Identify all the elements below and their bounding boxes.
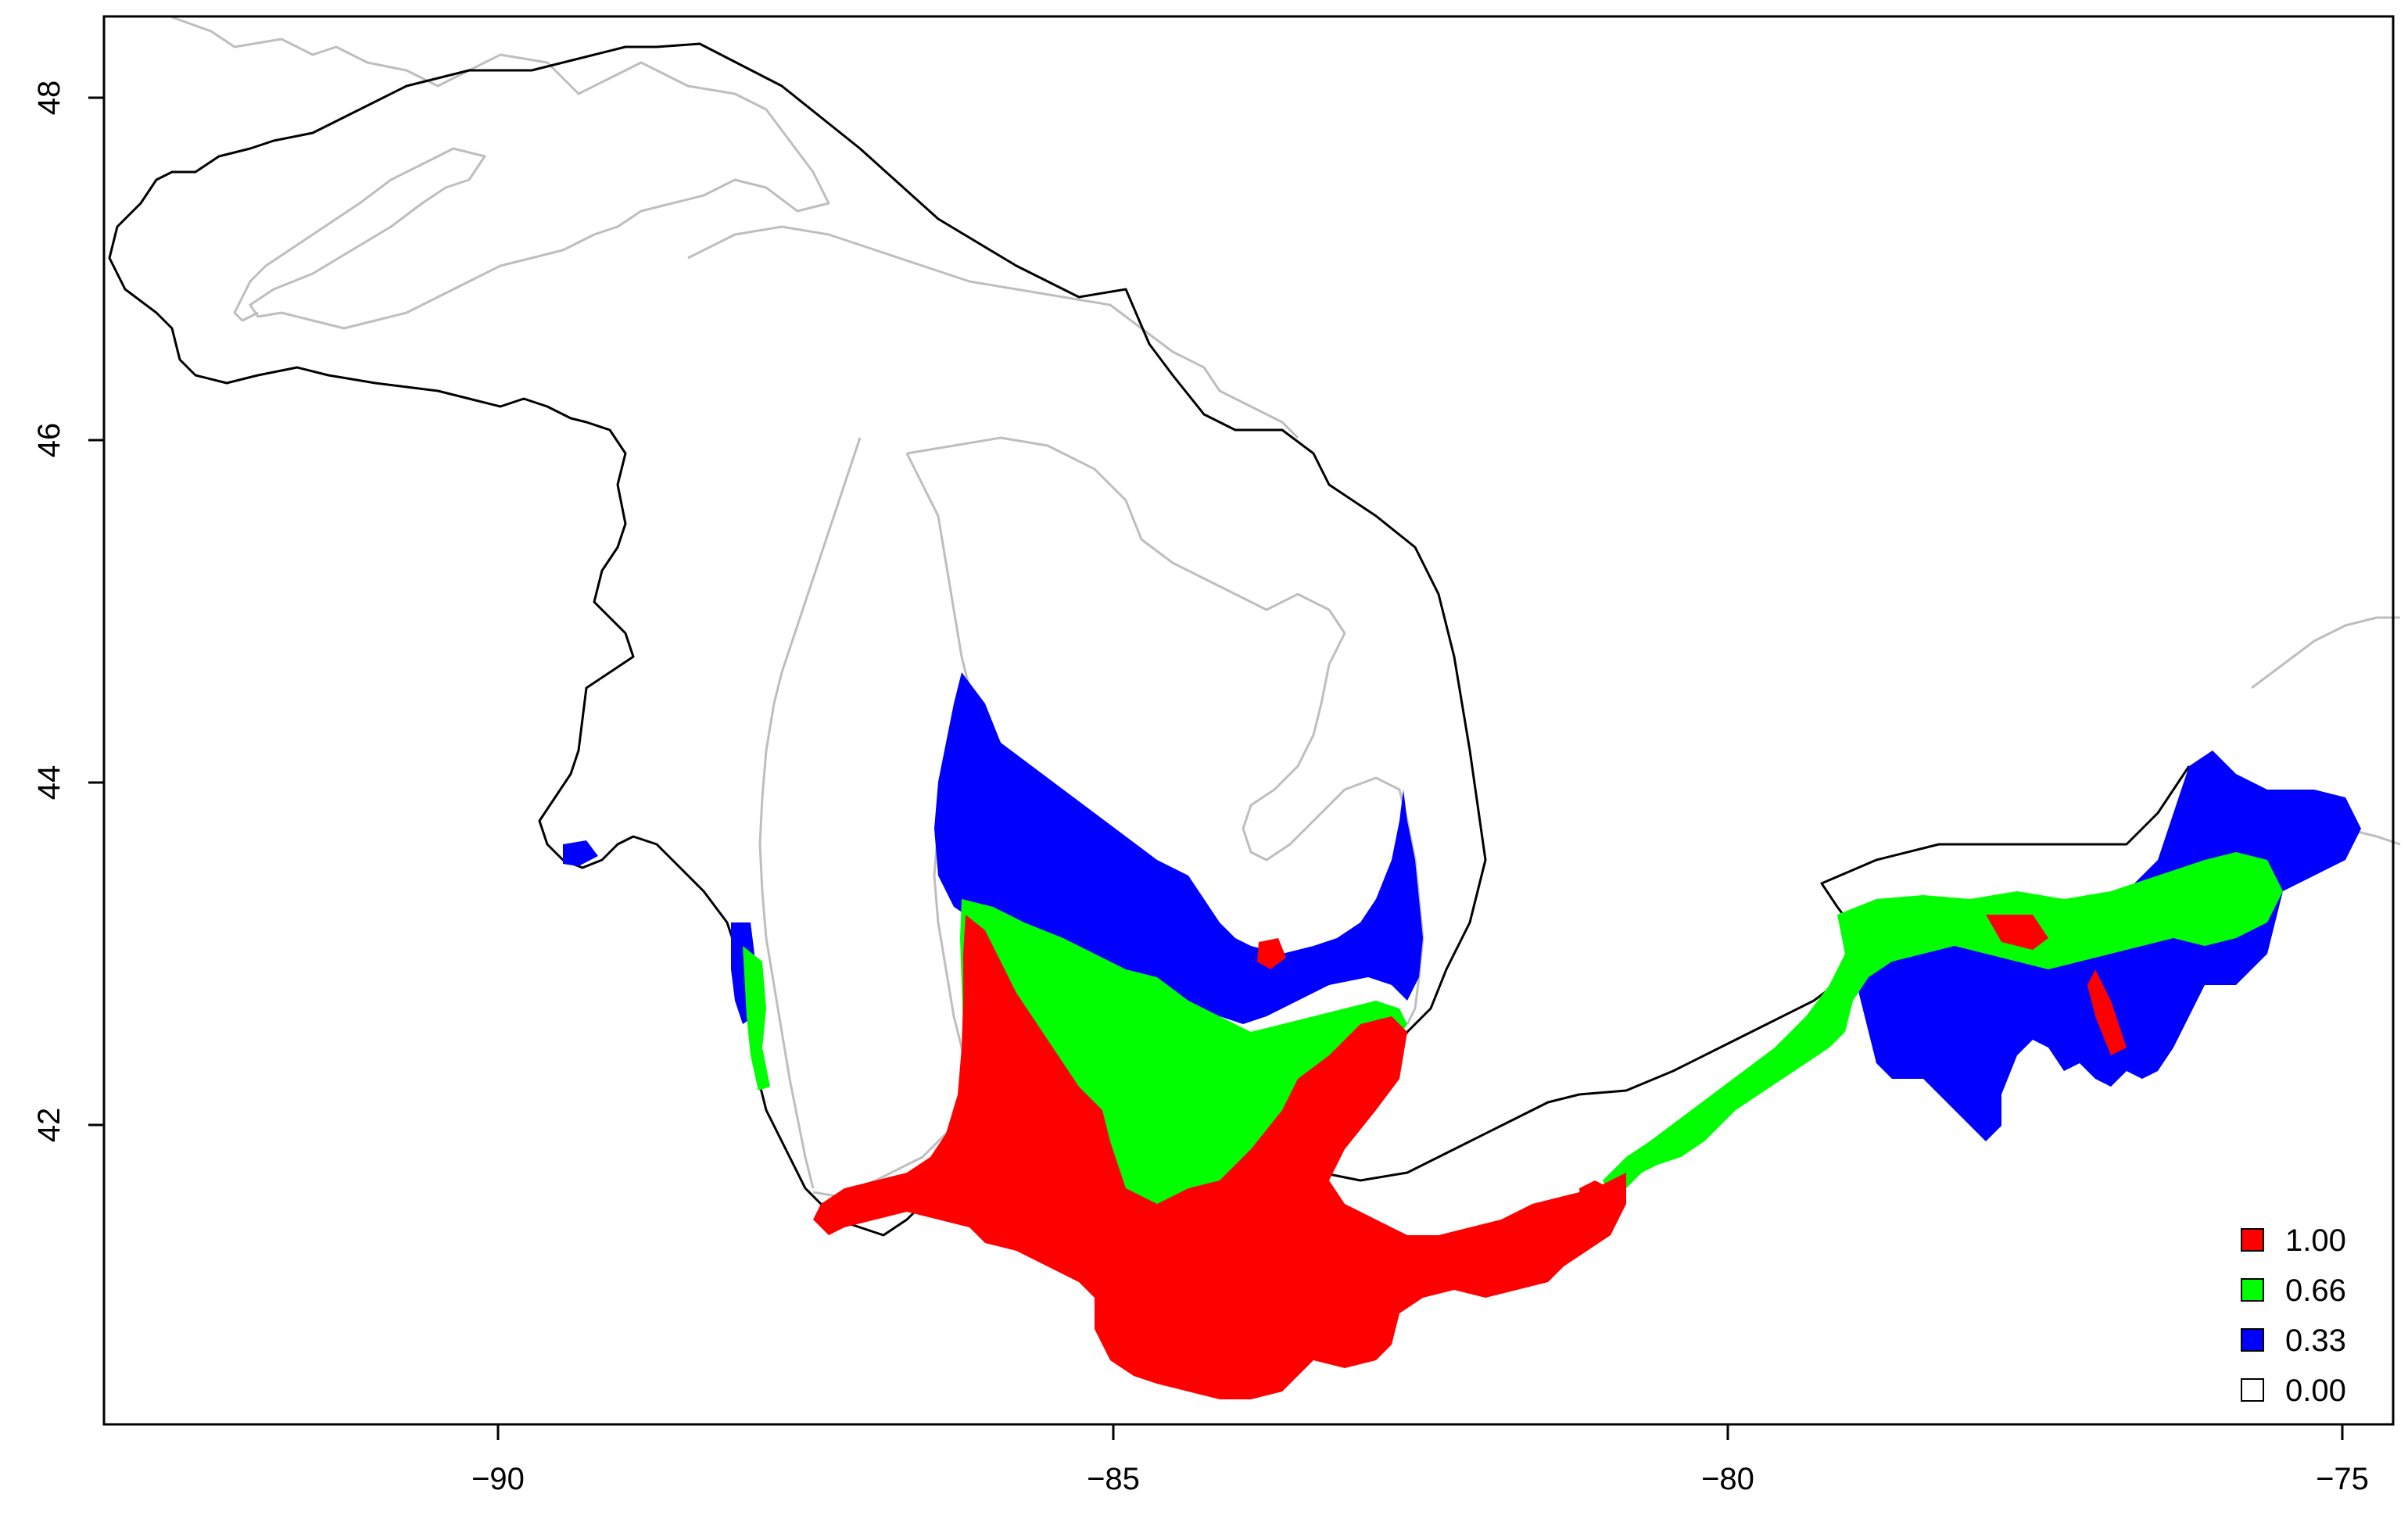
x-tick-labels: −90 −85 −80 −75 [471,1462,2369,1496]
legend-swatch-1-00 [2241,1228,2264,1252]
x-tick-label: −75 [2316,1462,2369,1496]
x-axis [496,1424,2344,1440]
legend-swatch-0-66 [2241,1278,2264,1302]
region-value-1-00 [813,915,1626,1399]
suitability-raster [563,672,2361,1399]
legend-label-0-00: 0.00 [2285,1374,2346,1408]
plot-frame [102,15,2395,1426]
study-area-boundary [108,42,1487,1237]
region-value-1-00-island [1257,938,1286,969]
region-value-0-33-wisc [563,840,598,866]
y-tick-labels: 42 44 46 48 [32,81,66,1143]
x-tick-label: −80 [1701,1462,1754,1496]
lake-huron-west-shoreline [1242,664,1424,1025]
y-tick-label: 44 [32,765,66,801]
legend-swatch-0-33 [2241,1328,2264,1352]
y-tick-label: 48 [32,81,66,116]
legend: 1.00 0.66 0.33 0.00 [2241,1223,2346,1408]
x-tick-label: −90 [471,1462,525,1496]
legend-label-0-33: 0.33 [2285,1324,2346,1358]
region-value-0-66-west-shore [743,946,770,1091]
lake-shorelines [171,16,2401,1198]
region-value-1-00-ontario-2 [2087,969,2127,1055]
lake-michigan-east-shoreline [812,453,971,1198]
y-axis [88,96,104,1127]
lake-superior-shoreline [171,16,830,330]
region-value-0-66-ontario [1603,852,2283,1196]
y-tick-label: 42 [32,1108,66,1143]
y-tick-label: 46 [32,423,66,458]
upper-peninsula-shoreline [687,225,1299,439]
region-value-1-00-ontario [1986,915,2048,950]
mackinac-shoreline [906,436,1346,665]
study-area-boundary-east [1320,765,2191,1182]
legend-label-0-66: 0.66 [2285,1273,2346,1308]
legend-label-1-00: 1.00 [2285,1223,2346,1258]
x-tick-label: −85 [1087,1462,1140,1496]
lake-michigan-west-shoreline [758,437,862,1189]
region-value-1-00-ontario-3 [1579,1180,1611,1243]
ontario-east-shoreline [2251,616,2400,690]
legend-swatch-0-00 [2241,1378,2264,1402]
